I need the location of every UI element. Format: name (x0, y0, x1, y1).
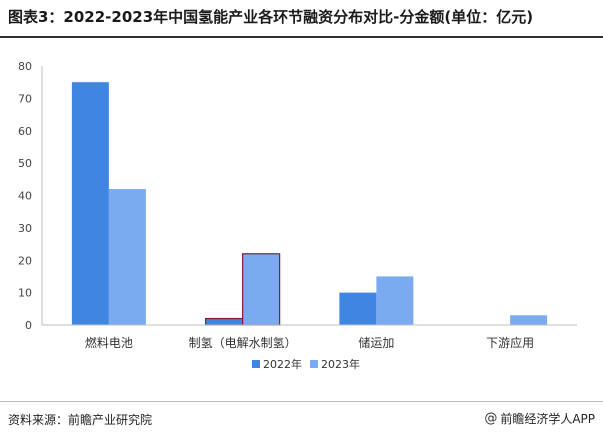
bar-2023 (108, 189, 146, 325)
x-tick-label: 下游应用 (486, 335, 534, 350)
y-tick-label: 10 (18, 287, 32, 300)
bar-group (71, 82, 548, 326)
legend-swatch (310, 360, 318, 368)
chart-title: 图表3：2022-2023年中国氢能产业各环节融资分布对比-分金额(单位：亿元) (8, 8, 534, 26)
y-tick-label: 60 (18, 125, 32, 138)
x-tick-label: 储运加 (358, 335, 394, 350)
legend-label: 2023年 (321, 357, 360, 371)
bar-2023 (376, 276, 414, 325)
footer-divider (0, 401, 603, 402)
brand-text: 前瞻经济学人APP (500, 412, 595, 426)
legend-swatch (252, 360, 260, 368)
title-divider (0, 36, 603, 38)
at-icon: @ (484, 411, 498, 426)
y-tick-label: 0 (25, 319, 32, 332)
bar-2022 (71, 82, 109, 325)
x-tick-label: 制氢（电解水制氢） (189, 335, 297, 350)
brand-mark: @ 前瞻经济学人APP (484, 410, 595, 427)
bar-2023 (510, 315, 548, 325)
y-tick-label: 30 (18, 222, 32, 235)
source-note: 资料来源：前瞻产业研究院 (8, 413, 153, 427)
bar-chart: 0 10 20 30 40 50 60 70 80 燃料电池 制氢（电解水制氢） 储运加 下游应用 2… (18, 60, 577, 371)
y-tick-label: 70 (18, 92, 32, 105)
legend-label: 2022年 (263, 357, 302, 371)
y-tick-label: 40 (18, 190, 32, 203)
y-tick-label: 20 (18, 254, 32, 267)
bar-2022 (205, 317, 244, 326)
y-tick-label: 50 (18, 157, 32, 170)
x-tick-label: 燃料电池 (85, 335, 133, 350)
y-axis: 0 10 20 30 40 50 60 70 80 (18, 60, 43, 332)
y-tick-label: 80 (18, 60, 32, 73)
bar-2023 (242, 253, 281, 326)
bar-2022 (339, 292, 377, 325)
x-axis: 燃料电池 制氢（电解水制氢） 储运加 下游应用 (42, 324, 577, 350)
legend: 2022年 2023年 (252, 357, 360, 371)
